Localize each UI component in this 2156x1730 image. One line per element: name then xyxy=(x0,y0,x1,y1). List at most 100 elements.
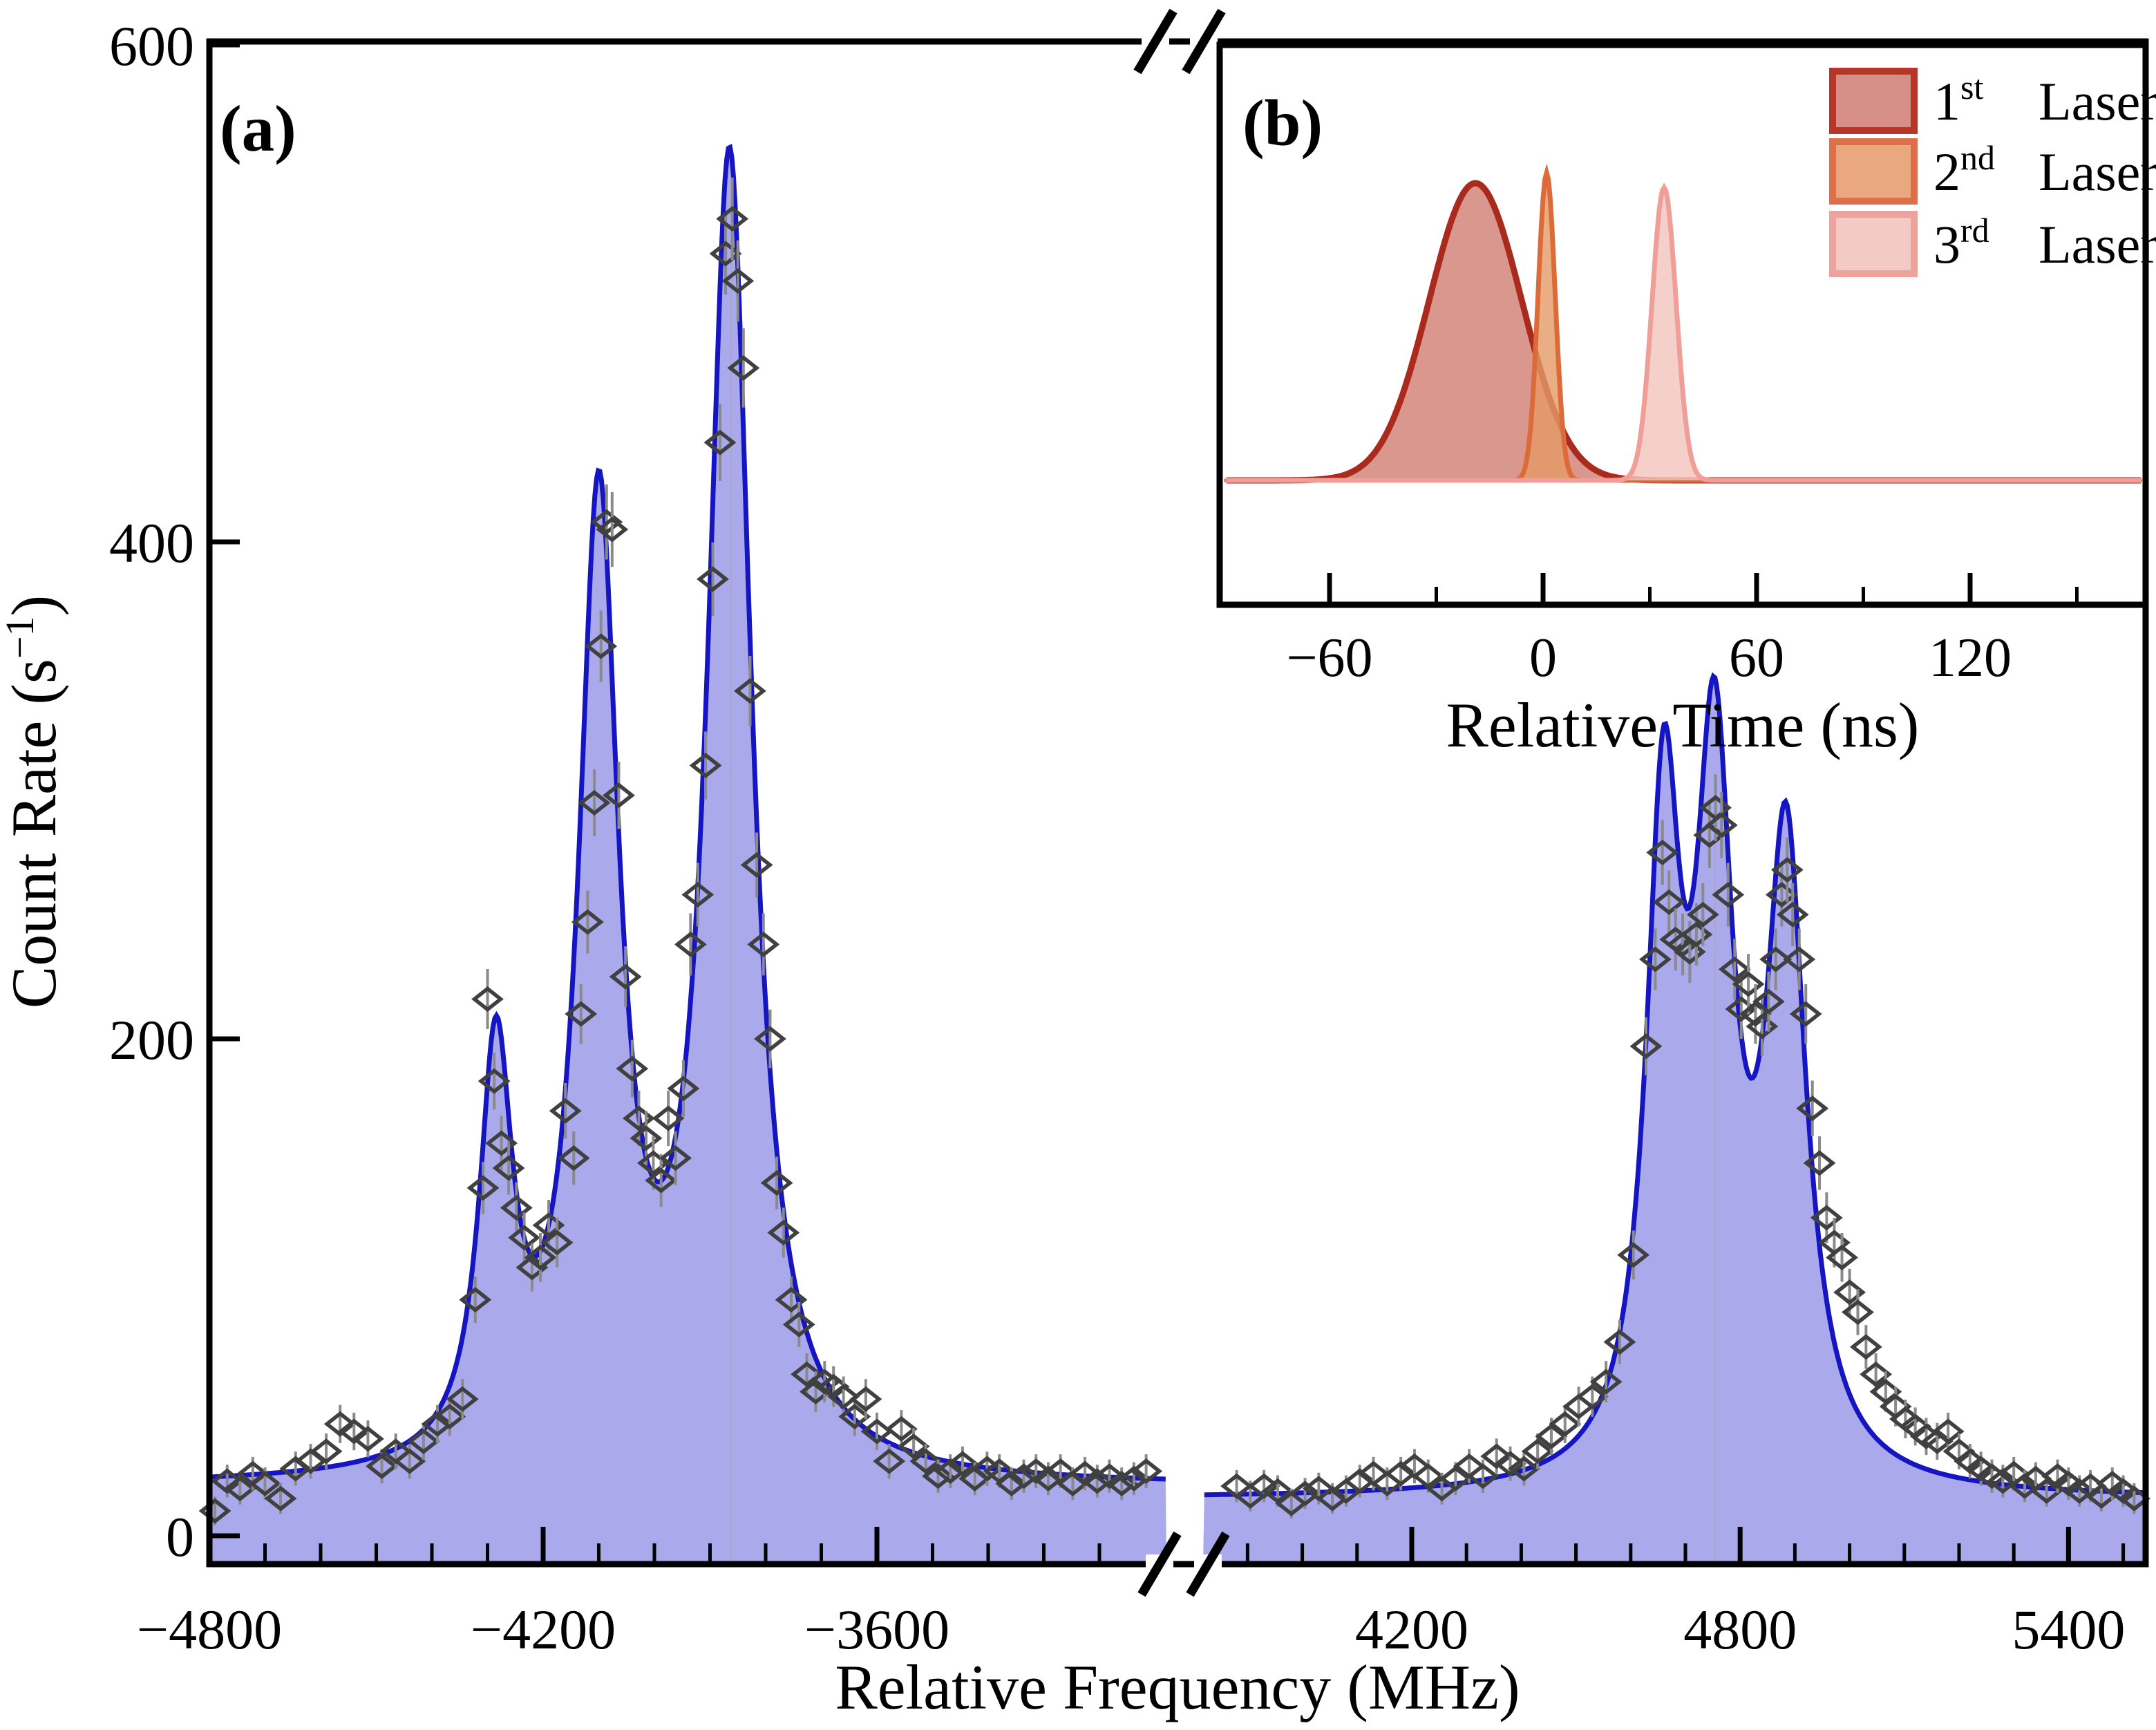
data-point-diamond xyxy=(557,1145,590,1172)
x-tick-label: 5400 xyxy=(2012,1598,2125,1661)
data-point-diamond xyxy=(492,1155,525,1181)
laser-pulse-curve-3 xyxy=(1226,182,2141,483)
data-point-diamond xyxy=(524,1244,557,1270)
break-slash xyxy=(1182,8,1226,75)
legend-swatch-3 xyxy=(1829,211,1918,277)
data-point-diamond xyxy=(2030,1478,2063,1504)
data-point-diamond xyxy=(578,789,611,816)
data-point-diamond xyxy=(549,1098,582,1124)
data-point-diamond xyxy=(1810,1205,1843,1231)
data-point-diamond xyxy=(508,1225,541,1251)
data-point-diamond xyxy=(459,1286,492,1313)
data-point-diamond xyxy=(1699,795,1732,821)
data-point-diamond xyxy=(1617,1242,1650,1268)
y-tick-label: 600 xyxy=(109,15,194,77)
data-point-diamond xyxy=(1849,1334,1882,1360)
data-point-diamond xyxy=(1796,1096,1829,1122)
data-point-diamond xyxy=(1817,1230,1851,1256)
data-point-diamond xyxy=(1789,1001,1822,1027)
legend-word-2: Laser xyxy=(2039,142,2156,202)
y-tick-label: 200 xyxy=(109,1008,194,1071)
inset-x-tick-label: 0 xyxy=(1529,628,1557,688)
data-point-diamond xyxy=(1466,1463,1500,1489)
data-point-diamond xyxy=(500,1194,533,1221)
spectrum-fill-layer xyxy=(209,147,2146,1565)
inset-border xyxy=(1216,41,2149,608)
data-point-diamond xyxy=(1931,1418,1965,1445)
data-point-diamond xyxy=(477,1068,511,1094)
data-point-diamond xyxy=(1705,812,1738,838)
break-slash xyxy=(1137,1531,1182,1597)
data-point-layer xyxy=(198,177,2150,1563)
data-point-diamond xyxy=(630,1125,663,1151)
data-point-diamond xyxy=(1652,889,1685,915)
data-point-diamond xyxy=(721,268,755,294)
data-point-diamond xyxy=(1776,901,1809,928)
data-point-diamond xyxy=(838,1403,871,1429)
x-tick-label: −4200 xyxy=(471,1598,616,1661)
x-tick-label: 4800 xyxy=(1683,1598,1797,1661)
data-point-diamond xyxy=(585,633,618,659)
legend-word-3: Laser xyxy=(2039,214,2156,274)
data-point-diamond xyxy=(1869,1378,1902,1404)
data-point-diamond xyxy=(1130,1458,1163,1485)
data-point-diamond xyxy=(1603,1329,1636,1355)
data-point-diamond xyxy=(609,963,642,990)
y-tick-label: 400 xyxy=(109,511,194,574)
data-point-diamond xyxy=(1783,946,1816,972)
data-point-diamond xyxy=(652,1105,685,1131)
centroid-line-layer xyxy=(730,188,1717,1561)
data-point-diamond xyxy=(767,1219,800,1245)
data-point-diamond xyxy=(1879,1393,1912,1420)
legend-swatch-1 xyxy=(1829,68,1918,134)
data-point-diamond xyxy=(716,206,749,232)
main-y-axis-title: Count Rate (s−1) xyxy=(0,595,69,1008)
data-point-diamond xyxy=(616,1055,649,1082)
data-point-diamond xyxy=(1732,971,1765,997)
break-slash xyxy=(1186,1531,1230,1597)
legend-word-1: Laser xyxy=(2039,71,2156,131)
panel-b-label: (b) xyxy=(1242,86,1323,160)
data-point-diamond xyxy=(1686,901,1719,928)
y-tick-label: 0 xyxy=(166,1505,194,1568)
data-point-diamond xyxy=(1629,1033,1663,1060)
x-tick-label: −3600 xyxy=(804,1598,949,1661)
data-point-diamond xyxy=(310,1438,343,1465)
data-point-diamond xyxy=(571,909,604,935)
data-point-diamond xyxy=(873,1448,906,1474)
spectrum-fit-curve xyxy=(209,143,1166,1482)
data-point-diamond xyxy=(703,429,737,455)
spectrum-fill xyxy=(1203,676,2146,1564)
data-point-diamond xyxy=(727,355,760,381)
data-point-diamond xyxy=(1746,1013,1779,1040)
data-point-diamond xyxy=(540,1230,574,1256)
data-point-diamond xyxy=(516,1254,549,1281)
data-point-diamond xyxy=(565,1001,598,1027)
data-point-diamond xyxy=(623,1105,655,1131)
data-point-diamond xyxy=(1712,881,1745,908)
data-point-diamond xyxy=(1752,988,1785,1015)
data-point-diamond xyxy=(1833,1279,1866,1306)
data-point-diamond xyxy=(689,753,722,779)
data-point-diamond xyxy=(775,1286,808,1313)
data-point-diamond xyxy=(760,1170,793,1196)
data-point-diamond xyxy=(532,1212,565,1239)
data-point-diamond xyxy=(747,931,780,957)
inset-background xyxy=(1220,45,2146,605)
data-point-diamond xyxy=(485,1130,518,1156)
break-slash xyxy=(1133,8,1178,75)
data-point-diamond xyxy=(1770,857,1804,883)
data-point-diamond xyxy=(351,1426,384,1452)
panel-a-label: (a) xyxy=(220,92,296,165)
inset-x-tick-label: −60 xyxy=(1286,628,1372,688)
main-x-axis-title: Relative Frequency (MHz) xyxy=(835,1652,1520,1722)
data-point-diamond xyxy=(697,566,729,592)
legend-label-3: 3rd xyxy=(1933,211,1989,274)
data-point-diamond xyxy=(471,986,504,1012)
inset-panel: −60 0 60 120 xyxy=(1216,41,2149,688)
data-point-diamond xyxy=(603,782,635,809)
